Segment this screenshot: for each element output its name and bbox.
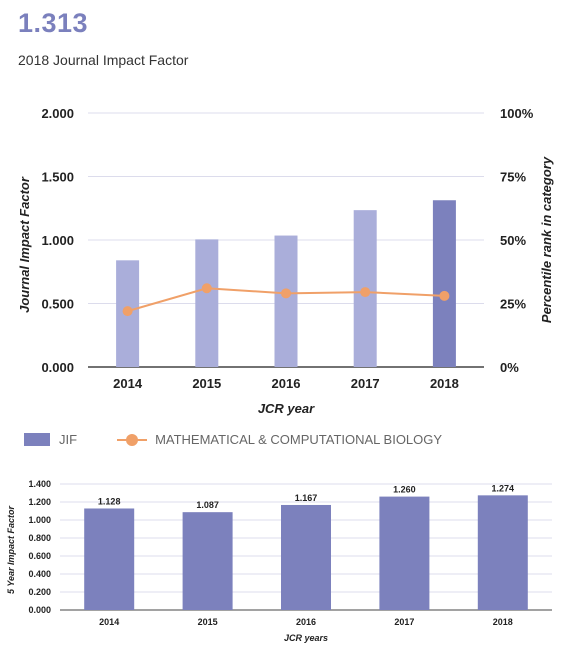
x-axis-title: JCR years	[284, 633, 328, 643]
x-tick-label: 2014	[99, 617, 119, 627]
y-right-tick-label: 50%	[500, 233, 526, 248]
percentile-point	[122, 306, 133, 317]
x-tick-label: 2018	[430, 376, 459, 391]
x-tick-label: 2014	[113, 376, 143, 391]
y-tick-label: 0.800	[28, 533, 51, 543]
data-label: 1.274	[492, 483, 515, 493]
y-tick-label: 0.200	[28, 587, 51, 597]
percentile-point	[201, 283, 212, 294]
jif-bar	[195, 239, 219, 367]
y-right-tick-label: 100%	[500, 106, 534, 121]
y-tick-label: 0.000	[28, 605, 51, 615]
five-year-bar	[477, 495, 528, 610]
impact-factor-value: 1.313	[18, 8, 89, 38]
y-right-tick-label: 25%	[500, 297, 526, 312]
jif-bar	[432, 200, 456, 367]
jif-legend: JIF MATHEMATICAL & COMPUTATIONAL BIOLOGY	[24, 430, 442, 448]
x-tick-label: 2015	[192, 376, 221, 391]
y-axis-title: Journal Impact Factor	[17, 176, 32, 313]
y-tick-label: 0.000	[41, 360, 74, 375]
y-tick-label: 2.000	[41, 106, 74, 121]
five-year-bar	[281, 504, 331, 610]
impact-factor-subtitle: 2018 Journal Impact Factor	[18, 52, 189, 68]
x-tick-label: 2016	[296, 617, 316, 627]
x-axis-title: JCR year	[258, 401, 315, 416]
jif-chart: 0.000 0.500 1.000 1.500 2.000 0% 25% 50% 75% 100%…	[17, 106, 554, 416]
y-tick-label: 1.000	[28, 515, 51, 525]
data-label: 1.260	[393, 485, 416, 495]
x-tick-label: 2018	[493, 617, 513, 627]
jif-legend-label: JIF	[59, 431, 78, 447]
five-year-bar	[84, 508, 135, 610]
x-tick-label: 2015	[198, 617, 218, 627]
y-axis-title: 5 Year Impact Factor	[6, 505, 16, 594]
five-year-chart: 0.000 0.200 0.400 0.600 0.800 1.000 1.200 1.400…	[6, 479, 552, 643]
y-right-axis-title: Percentile rank in category	[539, 156, 554, 323]
category-legend-label: MATHEMATICAL & COMPUTATIONAL BIOLOGY	[155, 431, 443, 447]
percentile-point	[360, 287, 371, 298]
data-label: 1.128	[98, 496, 121, 506]
jif-bar	[274, 235, 298, 367]
x-tick-label: 2017	[394, 617, 414, 627]
jif-legend-swatch	[24, 432, 50, 446]
five-year-bar	[379, 496, 430, 610]
y-tick-label: 0.600	[28, 551, 51, 561]
y-tick-label: 1.500	[41, 170, 74, 185]
y-tick-label: 1.400	[28, 479, 51, 489]
y-right-tick-label: 0%	[500, 360, 519, 375]
category-legend-swatch	[117, 433, 148, 446]
percentile-point	[439, 290, 450, 301]
five-year-bar	[182, 512, 233, 610]
y-tick-label: 1.000	[41, 233, 74, 248]
x-tick-label: 2017	[351, 376, 380, 391]
y-right-tick-label: 75%	[500, 170, 526, 185]
y-tick-label: 1.200	[28, 497, 51, 507]
data-label: 1.167	[295, 493, 318, 503]
y-tick-label: 0.500	[41, 297, 74, 312]
data-label: 1.087	[196, 500, 219, 510]
x-tick-label: 2016	[272, 376, 301, 391]
percentile-point	[281, 288, 291, 299]
y-tick-label: 0.400	[28, 569, 51, 579]
